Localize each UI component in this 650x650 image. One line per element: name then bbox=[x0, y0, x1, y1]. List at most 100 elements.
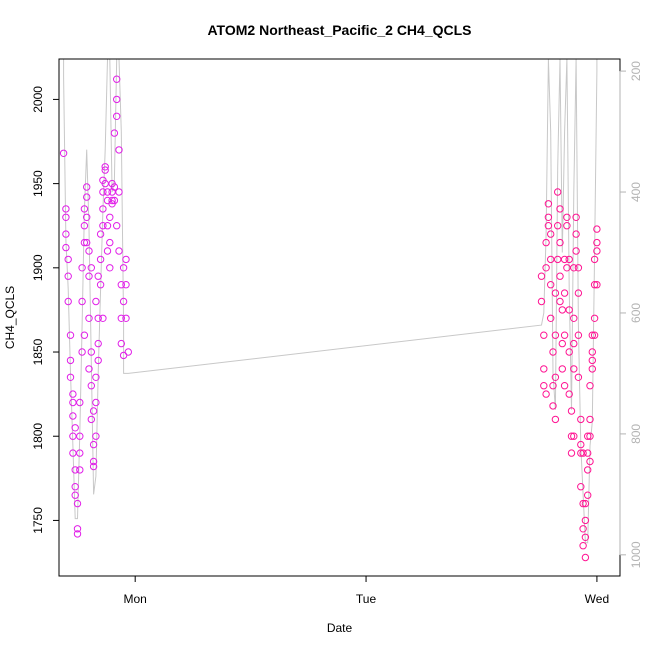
data-point bbox=[593, 281, 601, 289]
data-point bbox=[83, 238, 91, 247]
data-point bbox=[551, 289, 560, 297]
data-point bbox=[92, 398, 100, 407]
data-point bbox=[572, 247, 580, 255]
data-point bbox=[570, 432, 578, 440]
data-point bbox=[581, 553, 590, 562]
data-point bbox=[551, 373, 560, 381]
pressure-line-layer bbox=[63, 58, 598, 544]
data-point bbox=[85, 365, 93, 373]
data-point bbox=[574, 264, 583, 272]
data-point bbox=[96, 255, 105, 264]
data-point bbox=[64, 297, 72, 306]
data-point bbox=[570, 314, 578, 322]
y2-tick-label: 1000 bbox=[629, 541, 643, 568]
data-point bbox=[584, 466, 592, 474]
data-point bbox=[565, 306, 573, 314]
data-point bbox=[122, 255, 130, 264]
data-point bbox=[588, 356, 596, 365]
data-point bbox=[554, 222, 562, 230]
data-point bbox=[549, 348, 557, 356]
data-point bbox=[64, 255, 72, 264]
x-axis-label: Date bbox=[327, 621, 353, 635]
data-point bbox=[106, 264, 114, 272]
data-point bbox=[113, 75, 121, 83]
data-point bbox=[547, 230, 555, 238]
y-tick-label: 1900 bbox=[31, 254, 45, 281]
y-axis-label: CH4_QCLS bbox=[3, 286, 17, 349]
data-point bbox=[96, 281, 105, 289]
data-point bbox=[567, 407, 576, 415]
data-point bbox=[119, 351, 128, 360]
data-point bbox=[122, 314, 130, 322]
data-point bbox=[570, 365, 578, 373]
data-point bbox=[115, 247, 123, 255]
data-point bbox=[593, 225, 601, 233]
data-point bbox=[85, 314, 93, 322]
data-point bbox=[572, 213, 580, 222]
data-points-layer bbox=[59, 75, 601, 562]
data-point bbox=[73, 499, 82, 508]
data-point bbox=[119, 264, 128, 272]
data-point bbox=[83, 183, 91, 191]
data-point bbox=[556, 297, 564, 306]
y-tick-label: 1800 bbox=[31, 423, 45, 450]
data-point bbox=[117, 314, 126, 322]
data-point bbox=[76, 398, 84, 407]
data-point bbox=[544, 213, 553, 222]
data-point bbox=[71, 491, 79, 499]
data-point bbox=[115, 188, 123, 196]
data-point bbox=[577, 483, 585, 491]
data-point bbox=[73, 530, 82, 538]
data-point bbox=[590, 281, 599, 289]
data-point bbox=[560, 331, 569, 339]
data-point bbox=[540, 365, 548, 373]
data-point bbox=[89, 457, 98, 466]
data-point bbox=[558, 306, 566, 314]
data-point bbox=[588, 348, 596, 356]
chart-title: ATOM2 Northeast_Pacific_2 CH4_QCLS bbox=[207, 22, 471, 38]
data-point bbox=[110, 129, 119, 137]
data-point bbox=[87, 264, 96, 272]
data-point bbox=[119, 297, 128, 306]
data-point bbox=[581, 516, 590, 525]
data-point bbox=[590, 331, 599, 339]
data-point bbox=[103, 188, 112, 196]
data-point bbox=[71, 466, 79, 474]
data-point bbox=[99, 314, 107, 322]
data-point bbox=[64, 272, 72, 280]
data-point bbox=[62, 213, 70, 222]
data-point bbox=[537, 272, 546, 280]
data-point bbox=[570, 339, 578, 348]
data-point bbox=[69, 398, 77, 407]
data-point bbox=[547, 255, 555, 264]
data-point bbox=[71, 424, 79, 432]
data-point bbox=[76, 449, 84, 457]
data-point bbox=[542, 264, 550, 272]
pressure-line bbox=[63, 58, 598, 544]
data-point bbox=[89, 462, 98, 471]
data-point bbox=[78, 297, 86, 306]
data-point bbox=[542, 390, 550, 398]
data-point bbox=[556, 205, 564, 213]
data-point bbox=[570, 264, 578, 272]
data-point bbox=[581, 533, 590, 541]
data-point bbox=[76, 432, 84, 440]
y2-tick-label: 200 bbox=[629, 61, 643, 81]
x-tick-label: Mon bbox=[124, 592, 147, 606]
data-point bbox=[579, 449, 587, 457]
y2-tick-label: 400 bbox=[629, 182, 643, 202]
data-point bbox=[565, 390, 573, 398]
data-point bbox=[547, 314, 555, 322]
data-point bbox=[80, 205, 89, 213]
y2-axis: 200 400 600 800 1000 bbox=[619, 61, 643, 568]
y-tick-label: 1750 bbox=[31, 507, 45, 534]
data-point bbox=[106, 213, 114, 222]
data-point bbox=[593, 247, 601, 255]
data-point bbox=[96, 230, 105, 238]
data-point bbox=[85, 247, 93, 255]
y-tick-label: 1950 bbox=[31, 170, 45, 197]
data-point bbox=[554, 188, 562, 196]
data-point bbox=[113, 222, 121, 230]
y-tick-label: 2000 bbox=[31, 86, 45, 113]
data-point bbox=[544, 222, 553, 230]
